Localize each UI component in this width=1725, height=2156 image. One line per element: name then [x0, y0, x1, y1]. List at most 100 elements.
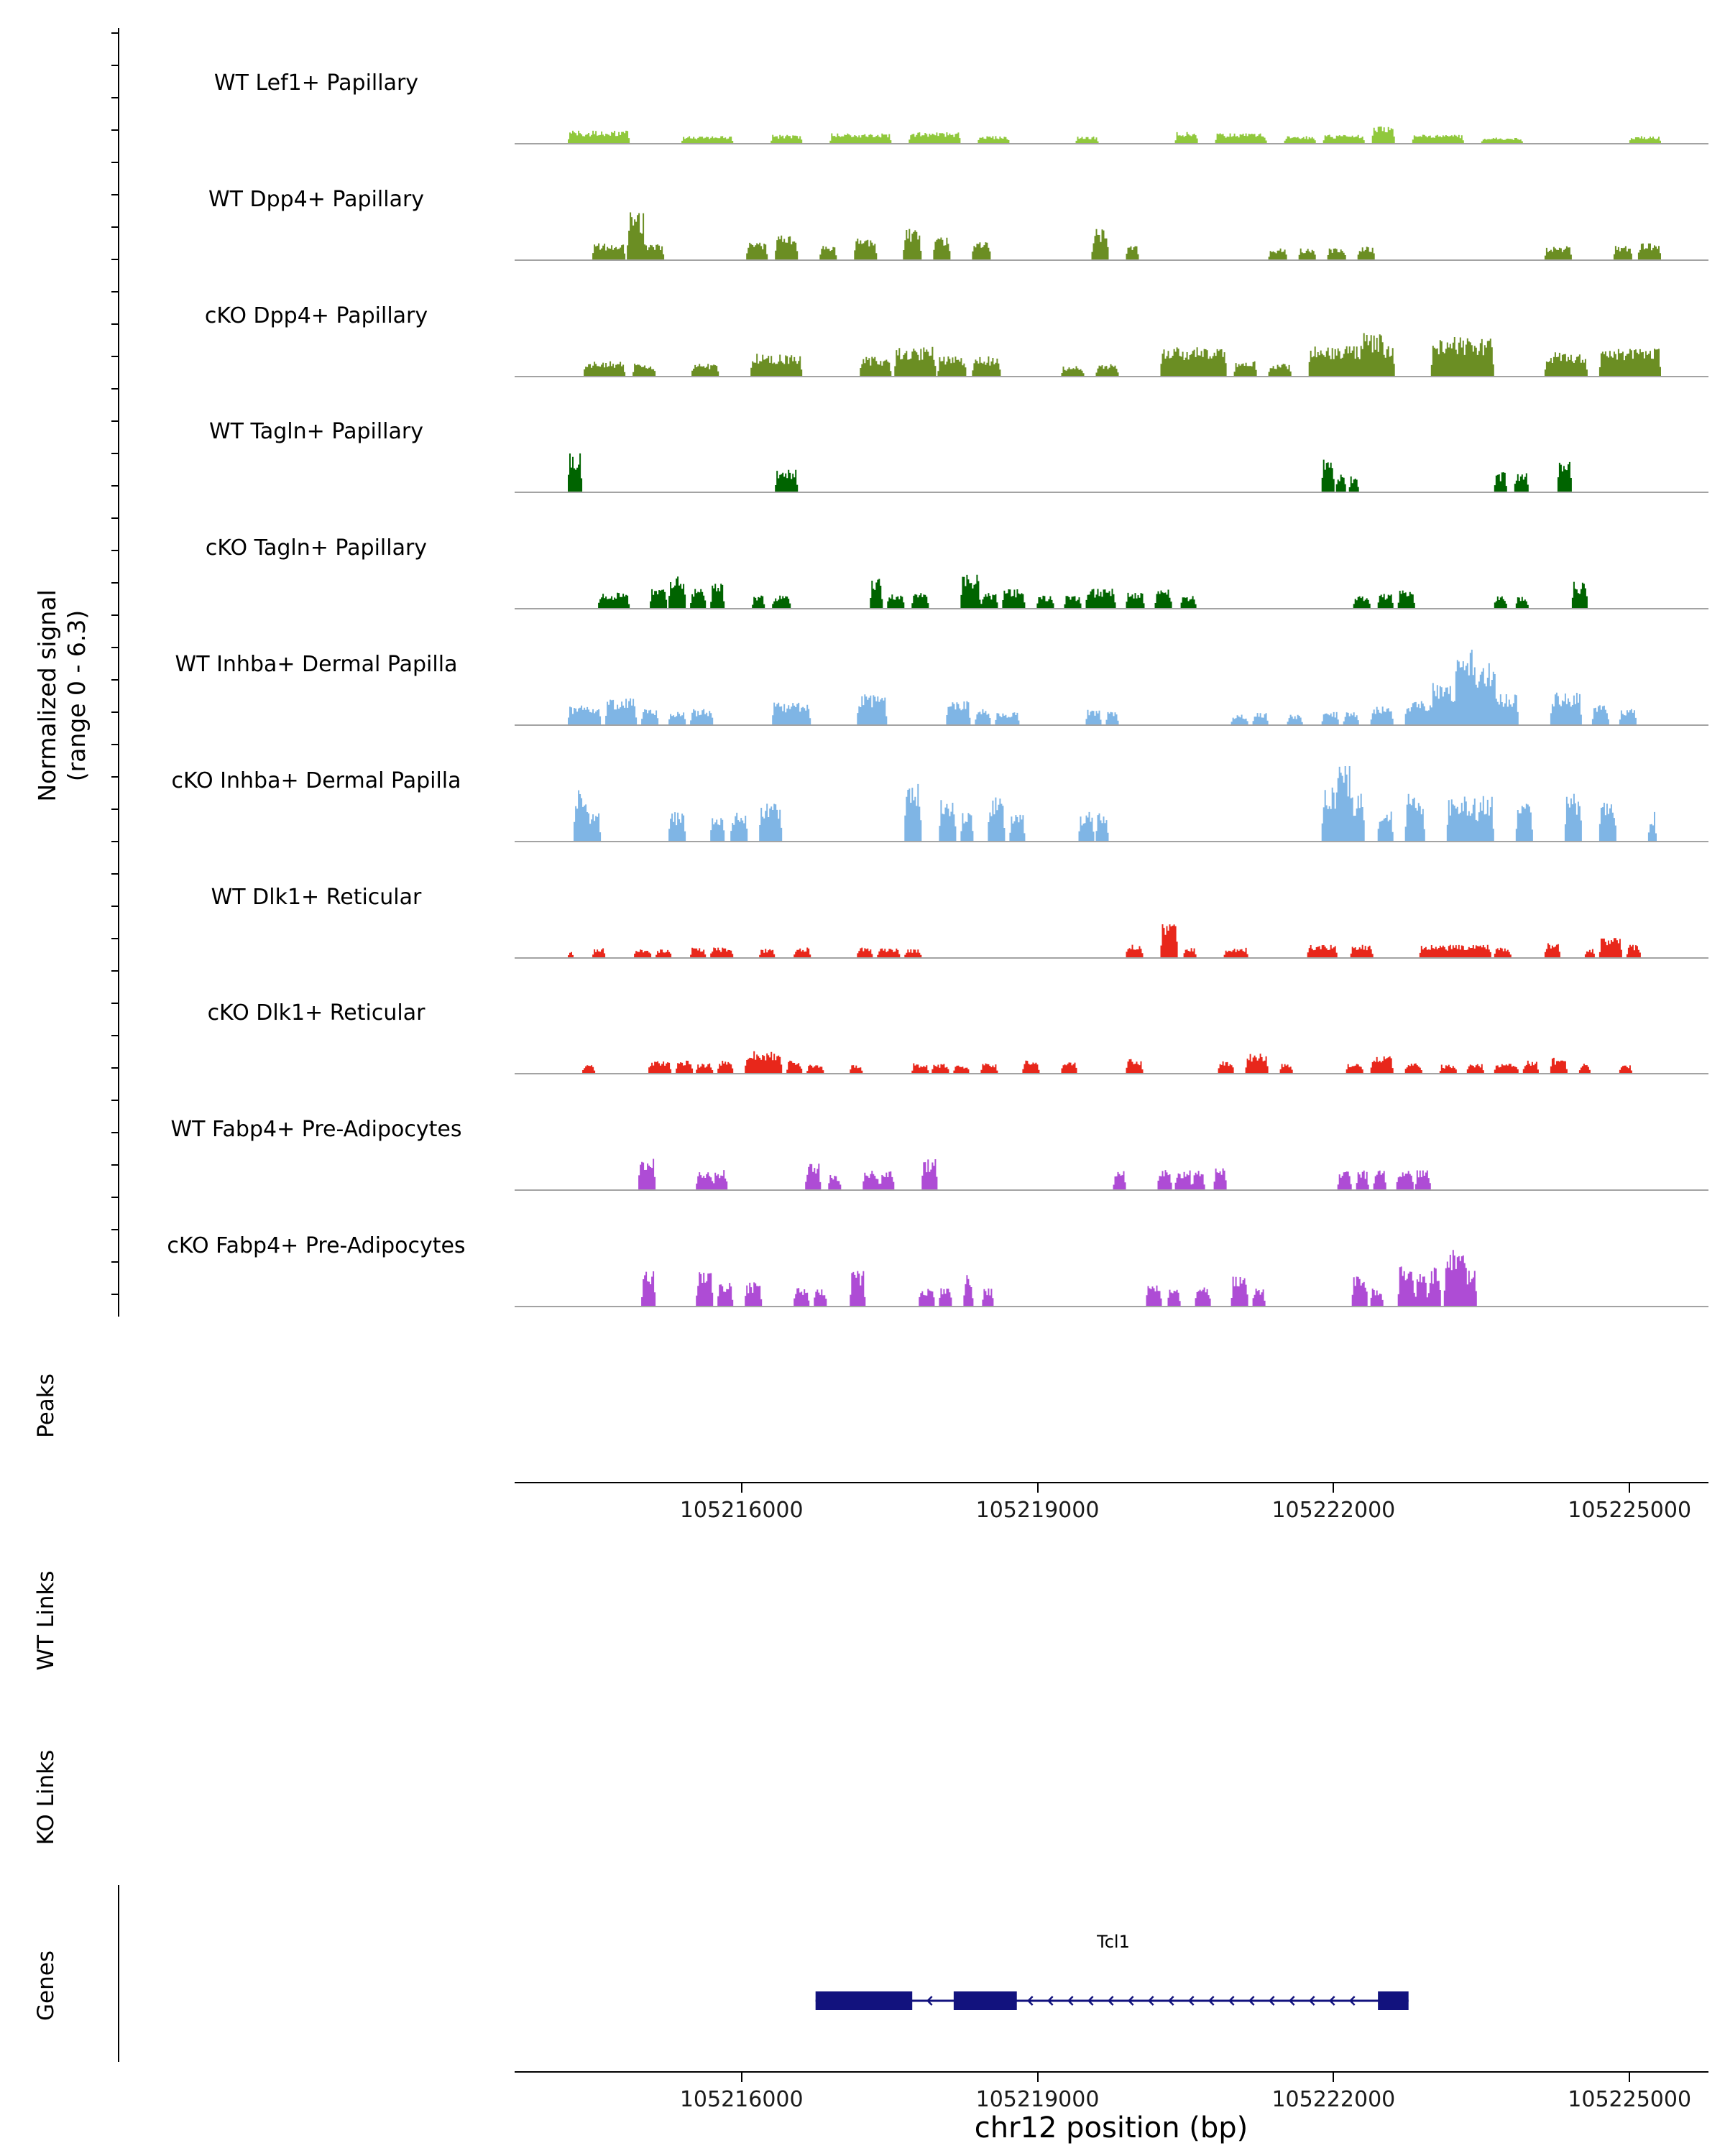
- track-label: WT Dpp4+ Papillary: [208, 187, 425, 212]
- track-label: WT Dlk1+ Reticular: [211, 885, 422, 910]
- section-label-peaks: Peaks: [33, 1373, 59, 1438]
- axis-tick: [111, 226, 118, 228]
- axis-tick: [1036, 2073, 1039, 2082]
- track-signal: [515, 333, 1708, 377]
- track-signal: [515, 1051, 1708, 1074]
- genes-axis-line: [118, 1885, 119, 2062]
- coverage-area: [515, 453, 1708, 492]
- strand-arrow-icon: [1026, 1996, 1034, 2006]
- strand-arrow-icon: [1046, 1996, 1054, 2006]
- axis-tick: [111, 1229, 118, 1230]
- track-label: cKO Tagln+ Papillary: [205, 535, 428, 561]
- track-signal: [515, 453, 1708, 493]
- axis-tick-label: 105219000: [975, 1498, 1100, 1523]
- coverage-area: [515, 212, 1708, 259]
- track-signal: [515, 212, 1708, 261]
- coverage-area: [515, 1051, 1708, 1073]
- coverage-area: [515, 766, 1708, 841]
- axis-tick: [1333, 1483, 1335, 1493]
- axis-tick-label: 105222000: [1271, 1498, 1396, 1523]
- axis-tick: [1333, 2073, 1335, 2082]
- track-label: cKO Inhba+ Dermal Papilla: [171, 768, 461, 793]
- axis-line: [515, 1482, 1708, 1483]
- strand-arrow-icon: [1288, 1996, 1295, 2006]
- axis-tick: [111, 1035, 118, 1036]
- strand-arrow-icon: [1067, 1996, 1074, 2006]
- axis-tick: [111, 1067, 118, 1069]
- axis-tick: [111, 517, 118, 519]
- axis-tick: [111, 614, 118, 616]
- axis-tick: [111, 1197, 118, 1198]
- track-signal: [515, 1250, 1708, 1307]
- exon-box: [815, 1991, 913, 2010]
- section-label-wt-links: WT Links: [33, 1570, 59, 1671]
- axis-tick: [111, 388, 118, 390]
- strand-arrow-icon: [1308, 1996, 1315, 2006]
- axis-tick: [111, 453, 118, 454]
- strand-arrow-icon: [1167, 1996, 1174, 2006]
- axis-tick: [1629, 2073, 1631, 2082]
- axis-tick: [111, 65, 118, 66]
- coverage-area: [515, 924, 1708, 957]
- strand-arrow-icon: [1107, 1996, 1114, 2006]
- axis-tick: [111, 808, 118, 810]
- axis-tick: [111, 97, 118, 98]
- axis-tick: [111, 679, 118, 681]
- axis-tick: [111, 1294, 118, 1295]
- track-label: WT Fabp4+ Pre-Adipocytes: [170, 1117, 462, 1142]
- coverage-area: [515, 333, 1708, 376]
- coverage-area: [515, 574, 1708, 608]
- gene-name-label: Tcl1: [1097, 1932, 1130, 1952]
- strand-arrow-icon: [1248, 1996, 1255, 2006]
- axis-tick: [111, 550, 118, 551]
- axis-tick: [111, 938, 118, 939]
- axis-tick-label: 105225000: [1568, 1498, 1692, 1523]
- y-axis-label-line1: Normalized signal: [32, 589, 61, 802]
- coverage-area: [515, 1250, 1708, 1306]
- axis-tick: [111, 647, 118, 648]
- coverage-area: [515, 126, 1708, 143]
- axis-tick: [111, 1003, 118, 1004]
- axis-tick: [111, 776, 118, 778]
- axis-tick: [111, 420, 118, 422]
- tracks-axis-line: [118, 28, 119, 1317]
- axis-tick: [740, 1483, 742, 1493]
- axis-tick: [111, 485, 118, 487]
- x-axis-label: chr12 position (bp): [974, 2111, 1248, 2145]
- strand-arrow-icon: [1087, 1996, 1094, 2006]
- axis-tick: [111, 291, 118, 292]
- strand-arrow-icon: [1127, 1996, 1134, 2006]
- track-label: WT Tagln+ Papillary: [209, 419, 423, 444]
- gene-glyph: [815, 1991, 1409, 2010]
- coverage-area: [515, 650, 1708, 724]
- axis-tick: [111, 32, 118, 34]
- axis-line: [515, 2071, 1708, 2073]
- axis-tick-label: 105225000: [1568, 2087, 1692, 2112]
- track-label: cKO Dpp4+ Papillary: [204, 303, 428, 328]
- axis-tick: [740, 2073, 742, 2082]
- axis-tick: [111, 744, 118, 745]
- axis-tick-label: 105216000: [679, 2087, 804, 2112]
- exon-box: [953, 1991, 1017, 2010]
- track-signal: [515, 1158, 1708, 1191]
- axis-tick: [1629, 1483, 1631, 1493]
- y-axis-label-line2: (range 0 - 6.3): [63, 609, 91, 782]
- track-signal: [515, 650, 1708, 726]
- track-signal: [515, 924, 1708, 959]
- track-label: WT Inhba+ Dermal Papilla: [175, 652, 458, 677]
- track-signal: [515, 126, 1708, 144]
- section-label-genes: Genes: [33, 1950, 59, 2021]
- axis-tick: [111, 1164, 118, 1166]
- axis-tick: [111, 970, 118, 972]
- strand-arrow-icon: [1268, 1996, 1275, 2006]
- axis-tick: [111, 129, 118, 131]
- strand-arrow-icon: [1328, 1996, 1335, 2006]
- strand-arrow-icon: [1147, 1996, 1154, 2006]
- axis-tick: [111, 1261, 118, 1263]
- section-label-ko-links: KO Links: [33, 1749, 59, 1846]
- track-label: cKO Fabp4+ Pre-Adipocytes: [167, 1233, 466, 1258]
- y-axis-label: Normalized signal (range 0 - 6.3): [32, 589, 92, 801]
- axis-tick: [111, 906, 118, 907]
- strand-arrow-icon: [926, 1996, 933, 2006]
